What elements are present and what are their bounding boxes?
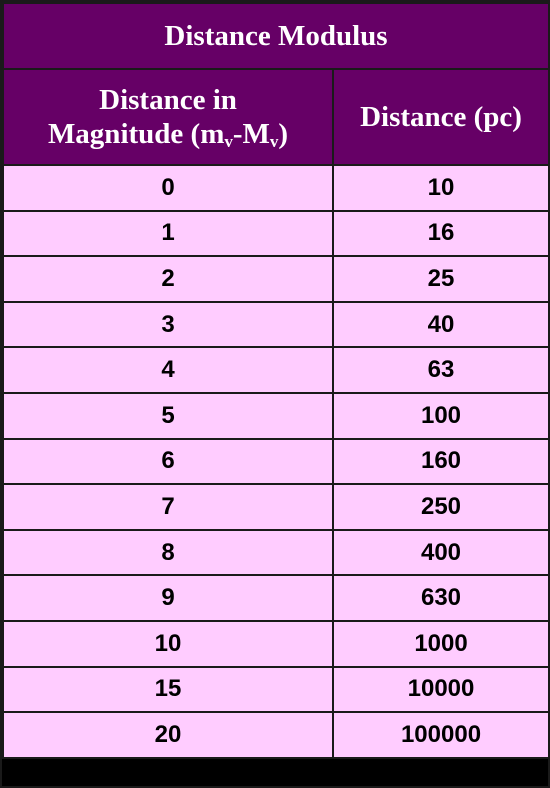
magnitude-cell: 8 (2, 528, 334, 577)
table-title: Distance Modulus (1, 2, 550, 70)
table-row: 10 1000 (2, 619, 550, 668)
distance-cell: 250 (331, 483, 550, 531)
table-row: 5 100 (2, 391, 550, 440)
column-header-magnitude-suffix: ) (278, 118, 289, 150)
magnitude-cell: 9 (2, 574, 334, 622)
table-row: 15 10000 (2, 665, 550, 714)
table-row: 4 63 (2, 346, 550, 394)
distance-cell: 400 (331, 528, 550, 577)
distance-cell: 10 (331, 164, 550, 212)
magnitude-cell: 6 (2, 437, 334, 486)
magnitude-cell: 15 (2, 665, 334, 714)
magnitude-cell: 4 (2, 346, 334, 394)
title-row: Distance Modulus (1, 2, 550, 70)
column-header-magnitude: Distance in Magnitude (mv-Mv) (2, 68, 334, 166)
distance-cell: 40 (331, 300, 550, 349)
table-row: 7 250 (2, 483, 550, 531)
table-row: 20 100000 (2, 711, 550, 759)
magnitude-cell: 2 (2, 255, 334, 303)
column-header-magnitude-line1: Distance in (99, 84, 237, 116)
table-row: 0 10 (2, 164, 550, 212)
distance-cell: 1000 (331, 619, 550, 668)
table-row: 8 400 (2, 528, 550, 577)
column-header-distance: Distance (pc) (331, 68, 550, 166)
magnitude-cell: 10 (2, 619, 334, 668)
table-row: 9 630 (2, 574, 550, 622)
magnitude-cell: 0 (2, 164, 334, 212)
magnitude-cell: 7 (2, 483, 334, 531)
magnitude-cell: 5 (2, 391, 334, 440)
subscript-v-2: v (269, 132, 279, 151)
header-row: Distance in Magnitude (mv-Mv) Distance (… (2, 68, 550, 166)
distance-cell: 10000 (331, 665, 550, 714)
magnitude-cell: 3 (2, 300, 334, 349)
table-body: 0 10 1 16 2 25 3 40 4 63 5 100 6 160 7 250 8 400 9 630 10 100… (2, 164, 550, 759)
column-header-magnitude-prefix: Magnitude (m (47, 118, 225, 150)
column-header-magnitude-mid: -M (232, 118, 270, 150)
distance-cell: 16 (331, 209, 550, 258)
distance-cell: 100 (331, 391, 550, 440)
distance-cell: 63 (331, 346, 550, 394)
magnitude-cell: 1 (2, 209, 334, 258)
distance-cell: 630 (331, 574, 550, 622)
subscript-v-1: v (224, 132, 233, 151)
distance-cell: 160 (331, 437, 550, 486)
table-row: 3 40 (2, 300, 550, 349)
table-row: 2 25 (2, 255, 550, 303)
magnitude-cell: 20 (2, 711, 334, 759)
table-row: 1 16 (2, 209, 550, 258)
distance-cell: 25 (331, 255, 550, 303)
data-table: Distance Modulus Distance in Magnitude (… (1, 2, 550, 759)
distance-cell: 100000 (331, 711, 550, 759)
table-row: 6 160 (2, 437, 550, 486)
